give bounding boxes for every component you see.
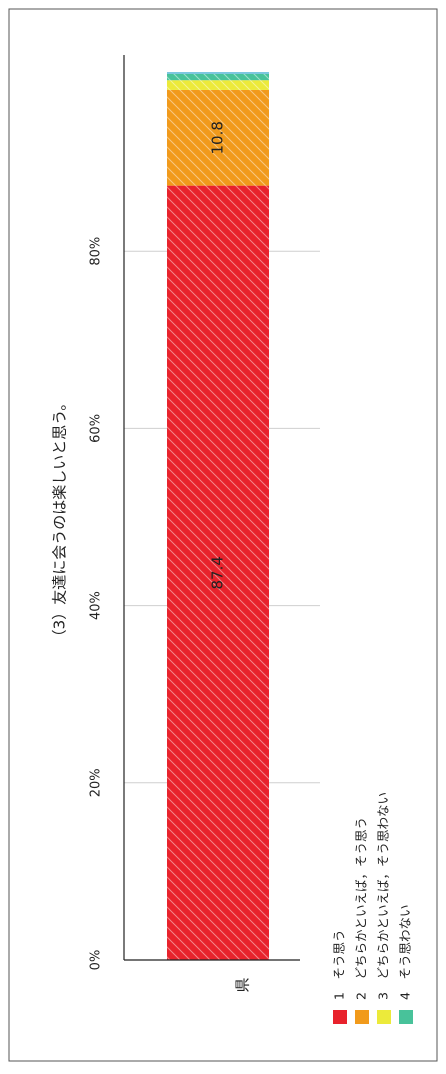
bar-hatch-1 <box>167 185 269 961</box>
bar-top-cap <box>167 72 269 74</box>
bars: 87.4 10.8 <box>167 72 269 961</box>
legend: 1 そう思う 2 どちらかといえば，そう思う 3 どちらかといえば，そう思わない 4 … <box>332 792 413 1024</box>
legend-swatch-4 <box>399 1010 413 1024</box>
bar-hatch-3 <box>167 80 269 90</box>
legend-swatch-3 <box>377 1010 391 1024</box>
legend-label-1: 1 そう思う <box>332 930 347 1000</box>
chart-title: （3）友達に会うのは楽しいと思う。 <box>51 396 69 645</box>
legend-label-4: 4 そう思わない <box>398 905 413 1000</box>
tick-label: 0% <box>89 950 104 971</box>
legend-label-3: 3 どちらかといえば，そう思わない <box>376 792 391 1000</box>
data-label-1: 87.4 <box>209 556 227 589</box>
tick-label: 20% <box>89 768 104 797</box>
tick-label: 60% <box>89 414 104 443</box>
tick-labels: 0% 20% 40% 60% 80% <box>89 237 104 971</box>
bar-hatch-2 <box>167 89 269 186</box>
legend-swatch-1 <box>333 1010 347 1024</box>
category-label: 県 <box>234 977 252 992</box>
legend-label-2: 2 どちらかといえば，そう思う <box>354 817 369 1000</box>
data-label-2: 10.8 <box>209 121 227 154</box>
tick-label: 80% <box>89 237 104 266</box>
tick-label: 40% <box>89 591 104 620</box>
bar-hatch-4 <box>167 74 269 81</box>
legend-swatch-2 <box>355 1010 369 1024</box>
